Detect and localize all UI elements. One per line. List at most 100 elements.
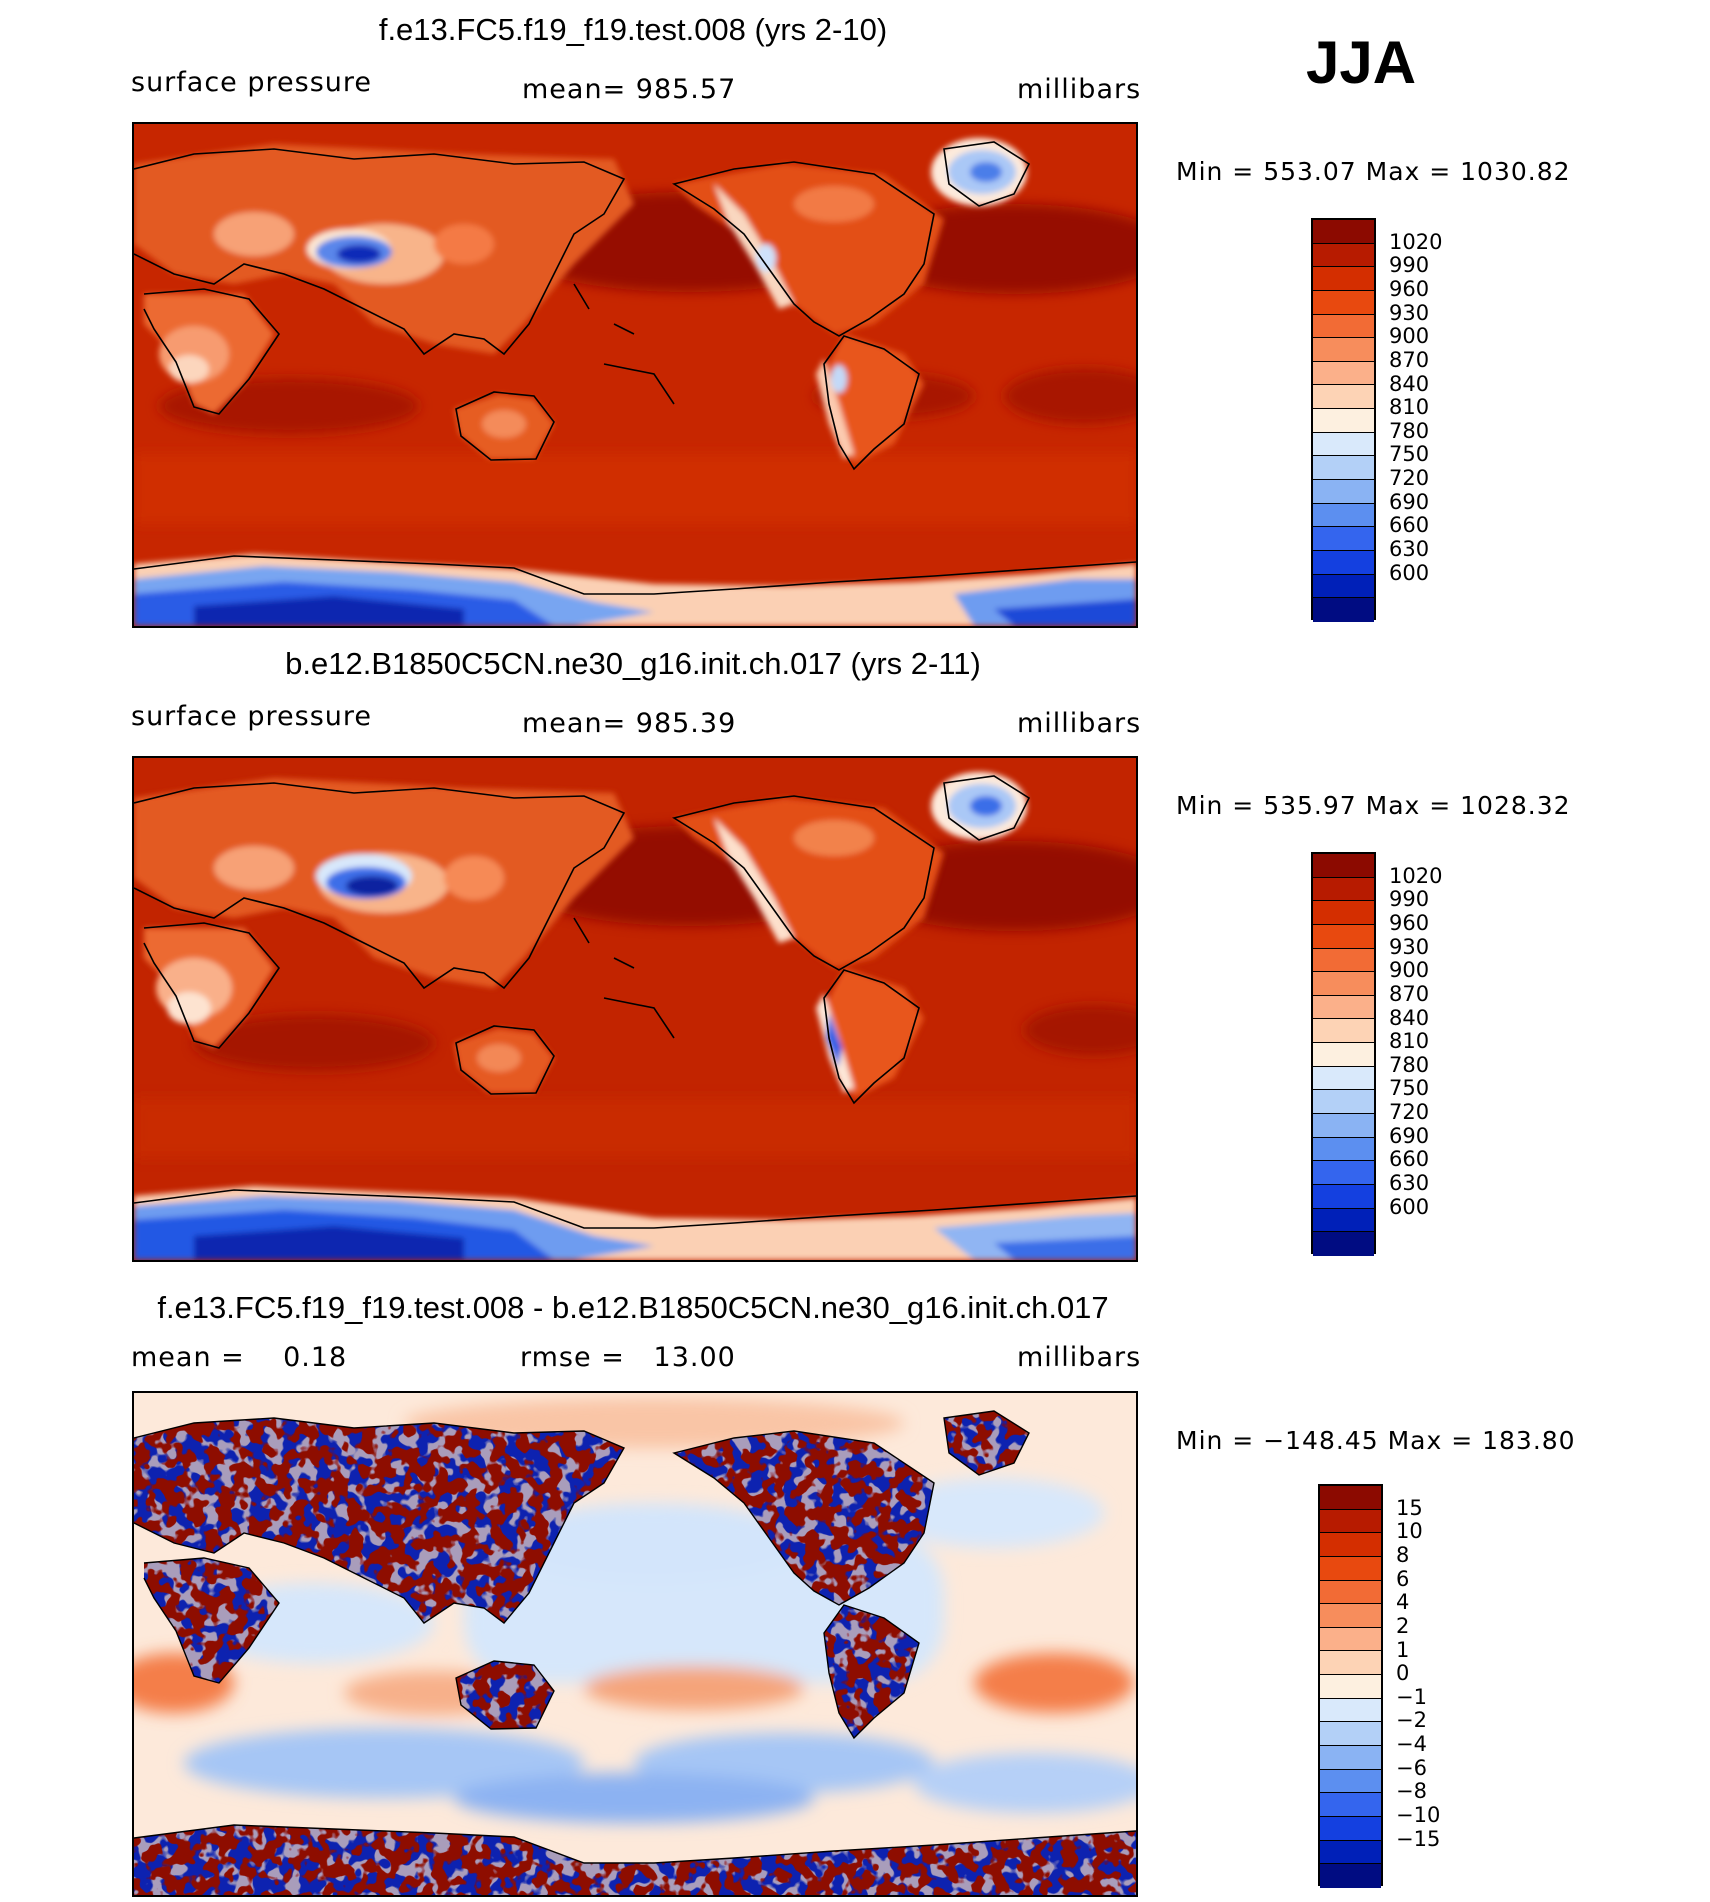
legend-swatch [1313,1043,1374,1067]
legend-swatch [1313,995,1374,1020]
legend-swatch [1313,220,1374,244]
legend-label: 2 [1396,1613,1410,1638]
legend-label: 600 [1389,1194,1430,1219]
legend-label: 900 [1389,324,1430,349]
panel-3-legend-boxes [1318,1484,1383,1888]
legend-label: −10 [1396,1803,1441,1828]
panel-1-legend: 1020 990 960 930 900 870 840 810 780 750 720 690 660… [1311,218,1461,622]
legend-swatch [1313,385,1374,410]
panel-2-minmax: Min = 535.97 Max = 1028.32 [1176,791,1571,820]
legend-label: 660 [1389,1147,1430,1172]
legend-label: 1020 [1389,863,1443,888]
legend-swatch [1320,1627,1381,1652]
panel-3-legend: 15 10 8 6 4 2 1 0 −1 −2 −4 −6 −8 −10 −15 [1318,1484,1468,1888]
panel-2-legend: 1020 990 960 930 900 870 840 810 780 750 720 690 660… [1311,852,1461,1256]
legend-label: −8 [1396,1779,1427,1804]
legend-swatch [1320,1769,1381,1794]
legend-label: 690 [1389,1123,1430,1148]
panel-1-pressure-field [134,124,1136,626]
legend-label: 840 [1389,1005,1430,1030]
legend-swatch [1313,1208,1374,1233]
legend-label: −6 [1396,1755,1427,1780]
panel-1-map [132,122,1138,628]
legend-swatch [1313,503,1374,528]
legend-label: 6 [1396,1566,1410,1591]
panel-1-minmax: Min = 553.07 Max = 1030.82 [1176,157,1571,186]
legend-swatch [1313,527,1374,551]
panel-3-units-label: millibars [1017,1342,1142,1373]
legend-swatch [1313,361,1374,386]
legend-swatch [1313,338,1374,362]
legend-label: 960 [1389,910,1430,935]
legend-swatch [1313,1137,1374,1162]
legend-swatch [1313,901,1374,925]
legend-label: 0 [1396,1661,1410,1686]
legend-swatch [1313,1161,1374,1185]
legend-label: 630 [1389,1171,1430,1196]
panel-2-pressure-field [134,758,1136,1260]
legend-swatch [1313,1184,1374,1209]
legend-label: −1 [1396,1684,1427,1709]
panel-2-legend-boxes [1311,852,1376,1256]
legend-swatch [1320,1556,1381,1581]
legend-label: 930 [1389,934,1430,959]
legend-swatch [1313,598,1374,622]
legend-swatch [1313,854,1374,878]
legend-swatch [1320,1651,1381,1676]
legend-swatch [1313,432,1374,457]
legend-label: 750 [1389,442,1430,467]
legend-label: 4 [1396,1590,1410,1615]
legend-label: 750 [1389,1076,1430,1101]
legend-swatch [1313,290,1374,315]
legend-swatch [1320,1486,1381,1510]
legend-label: 720 [1389,466,1430,491]
legend-label: −4 [1396,1732,1427,1757]
panel-1-mean-label: mean= 985.57 [522,74,737,105]
panel-3-title: f.e13.FC5.f19_f19.test.008 - b.e12.B1850… [157,1290,1109,1325]
legend-swatch [1313,877,1374,902]
legend-label: 990 [1389,887,1430,912]
panel-1-units-label: millibars [1017,74,1142,105]
legend-label: 600 [1389,560,1430,585]
legend-swatch [1313,314,1374,339]
panel-3-map [132,1391,1138,1897]
legend-swatch [1313,972,1374,996]
legend-swatch [1320,1793,1381,1817]
legend-swatch [1320,1698,1381,1723]
legend-label: −15 [1396,1826,1441,1851]
legend-swatch [1313,243,1374,268]
legend-label: 8 [1396,1542,1410,1567]
legend-label: 1020 [1389,229,1443,254]
legend-label: 1 [1396,1637,1410,1662]
legend-swatch [1313,1066,1374,1091]
panel-3-mean-label: mean = 0.18 [131,1342,348,1373]
panel-2-map [132,756,1138,1262]
panel-3-minmax: Min = −148.45 Max = 183.80 [1176,1426,1576,1455]
legend-swatch [1313,267,1374,291]
legend-label: 810 [1389,1029,1430,1054]
legend-swatch [1320,1533,1381,1557]
legend-label: 15 [1396,1495,1423,1520]
legend-swatch [1313,1019,1374,1044]
legend-label: 690 [1389,489,1430,514]
legend-label: 900 [1389,958,1430,983]
legend-label: 990 [1389,253,1430,278]
legend-swatch [1313,924,1374,949]
panel-1-title: f.e13.FC5.f19_f19.test.008 (yrs 2-10) [378,12,888,47]
legend-swatch [1320,1580,1381,1605]
legend-swatch [1313,1232,1374,1256]
panel-2-mean-label: mean= 985.39 [522,708,737,739]
legend-label: 870 [1389,347,1430,372]
legend-label: 840 [1389,371,1430,396]
legend-swatch [1313,1114,1374,1138]
panel-3-difference-field [134,1393,1136,1895]
legend-swatch [1320,1604,1381,1628]
legend-label: 630 [1389,537,1430,562]
season-label: JJA [1306,29,1417,96]
legend-label: 780 [1389,1052,1430,1077]
legend-label: 810 [1389,395,1430,420]
panel-2-title: b.e12.B1850C5CN.ne30_g16.init.ch.017 (yr… [285,646,981,681]
legend-swatch [1313,574,1374,599]
panel-1-legend-boxes [1311,218,1376,622]
legend-label: 960 [1389,276,1430,301]
